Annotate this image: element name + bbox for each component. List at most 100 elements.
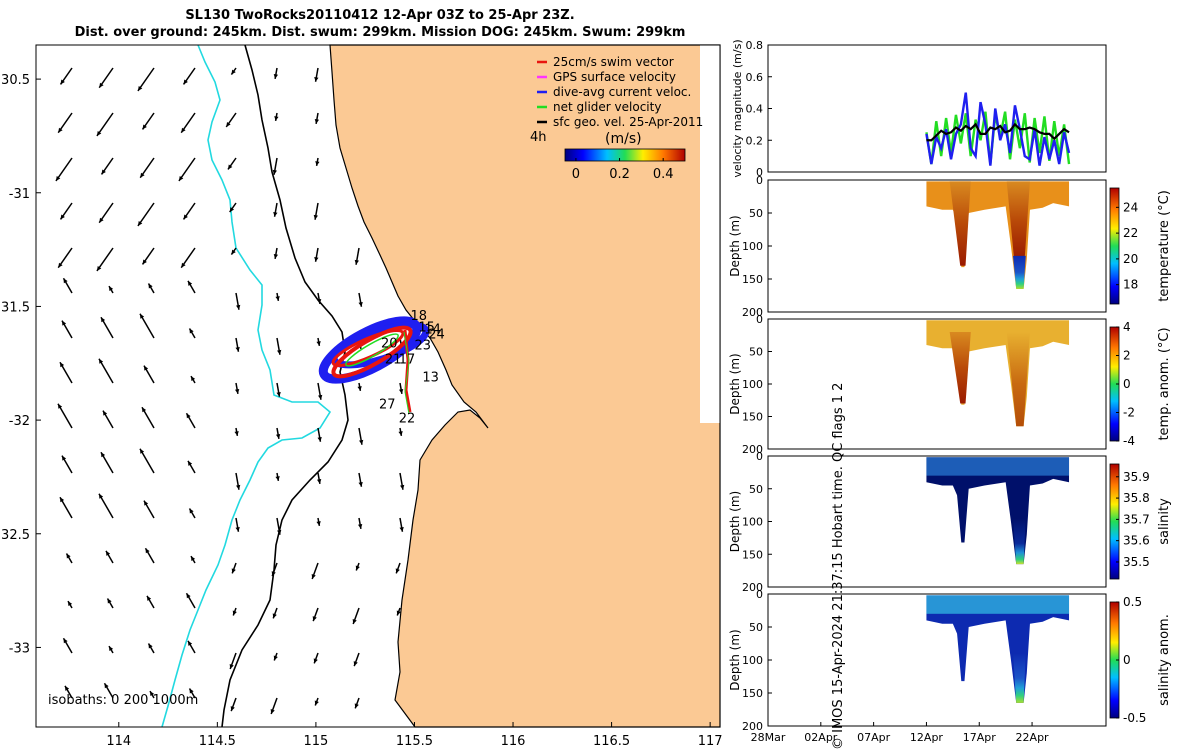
vector-arrow-head [358, 301, 363, 307]
vector-arrow [178, 157, 196, 182]
vector-arrow-head [317, 436, 322, 442]
vector-arrow-head [137, 221, 143, 226]
vector-arrow-head [315, 161, 320, 166]
map-ytick-label: -32 [9, 414, 30, 429]
track-loop [331, 325, 413, 379]
heatmap-ytick-label: 200 [742, 720, 763, 733]
heatmap-deep-plume [1013, 653, 1026, 703]
vector-arrow-head [189, 688, 194, 694]
vector-arrow-head [140, 313, 145, 319]
heatmap-colorbar-tick-label: -0.5 [1123, 711, 1146, 725]
glider-track [318, 316, 430, 415]
vector-arrow-head [178, 176, 184, 181]
vector-arrow-head [148, 643, 153, 649]
vector-arrow-head [316, 341, 321, 346]
vector-arrow-head [273, 74, 279, 79]
vector-arrow [96, 247, 114, 272]
velocity-panel-frame [767, 44, 1107, 173]
speed-colorbar-tick-label: 0.4 [653, 167, 674, 182]
map-xtick-label: 114.5 [199, 734, 236, 749]
vector-arrow-head [318, 394, 323, 400]
vector-arrow-head [191, 556, 196, 562]
vector-arrow-head [312, 616, 317, 622]
vector-arrow-head [275, 296, 280, 301]
day-label: 24 [428, 327, 445, 342]
vector-arrow-head [137, 86, 143, 91]
heatmap-colorbar-tick-label: 0 [1123, 377, 1131, 391]
time-xtick-label: 22Apr [1016, 731, 1050, 744]
heatmap-colorbar-label: temp. anom. (°C) [1157, 327, 1172, 440]
time-xtick-label: 12Apr [910, 731, 944, 744]
vector-arrow-head [140, 448, 145, 454]
vector-arrow-head [183, 214, 188, 220]
heatmap-ytick-label: 100 [742, 654, 763, 667]
legend-label: 25cm/s swim vector [553, 55, 674, 69]
velocity-series-line [926, 122, 1070, 142]
heatmap-colorbar [1109, 463, 1120, 580]
heatmap-ytick-label: 100 [742, 516, 763, 529]
heatmap-warm-core [1006, 181, 1030, 260]
vector-arrow-head [104, 683, 109, 689]
vector-arrow-head [58, 262, 63, 268]
vector-arrow-head [236, 304, 241, 310]
vector-arrow-head [55, 176, 61, 181]
vector-arrow-head [142, 259, 147, 265]
vector-arrow-head [107, 598, 112, 604]
heatmap-ylabel: Depth (m) [728, 353, 742, 414]
heatmap-ytick-label: 0 [756, 174, 763, 187]
vector-arrow-head [355, 565, 360, 571]
heatmap-ytick-label: 150 [742, 548, 763, 561]
heatmap-colorbar-tick-label: 24 [1123, 200, 1138, 214]
velocity-ytick-label: 0 [756, 166, 763, 179]
vector-arrow-head [272, 613, 277, 619]
vector-arrow-head [277, 529, 282, 535]
vector-arrow-head [400, 484, 405, 490]
vector-arrow-head [276, 391, 281, 397]
heatmap-deep-plume [1013, 255, 1026, 289]
velocity-ylabel: velocity magnitude (m/s) [731, 39, 744, 177]
map-ytick-label: 30.5 [1, 73, 30, 88]
map-ytick-label: 31.5 [1, 300, 30, 315]
vector-arrow-head [60, 362, 65, 368]
vector-arrow-head [232, 610, 237, 616]
vector-arrow-head [183, 79, 188, 85]
map-ticks: 114 114.5 115 115.5 116 116.5 117 30.5 -31 31.5 -3… [1, 73, 723, 749]
vector-arrow-head [274, 116, 279, 121]
heatmap-colorbar-tick-label: 4 [1123, 320, 1131, 334]
heatmap-colorbar-tick-label: -4 [1123, 434, 1135, 448]
vector-arrow [98, 493, 114, 519]
vector-arrow-head [316, 479, 322, 484]
vector-arrow-head [270, 709, 275, 714]
heatmap-surface-band [926, 457, 1070, 476]
vector-arrow [55, 157, 73, 182]
map-frame [35, 44, 721, 728]
vector-arrow-head [186, 413, 191, 419]
heatmap-colorbar-tick-label: 22 [1123, 226, 1138, 240]
vector-arrow [96, 112, 114, 137]
map-ytick-label: -31 [9, 187, 30, 202]
heatmap-colorbar-label: temperature (°C) [1157, 190, 1172, 302]
vector-arrow-head [235, 346, 240, 352]
vector-arrow-head [140, 172, 145, 178]
vector-arrow-head [314, 76, 319, 82]
vector-arrow-head [65, 685, 70, 691]
heatmap-ytick-label: 150 [742, 411, 763, 424]
vector-arrow-head [63, 638, 68, 644]
vector-arrow-head [144, 365, 149, 371]
heatmap-colorbar-tick-label: 0.5 [1123, 595, 1142, 609]
legend-label: dive-avg current veloc. [553, 85, 691, 99]
colorbar-unit-label: (m/s) [605, 131, 642, 147]
heatmap-ytick-label: 50 [749, 207, 763, 220]
vector-arrow-head [234, 431, 239, 436]
map-xtick-label: 117 [698, 734, 723, 749]
vector-arrow-head [60, 214, 65, 220]
vector-arrow-head [227, 164, 233, 170]
vector-arrow-head [144, 500, 149, 506]
vector-arrow-head [58, 127, 63, 133]
vector-arrow-head [314, 119, 320, 124]
velocity-ytick-label: 0.2 [746, 134, 764, 147]
